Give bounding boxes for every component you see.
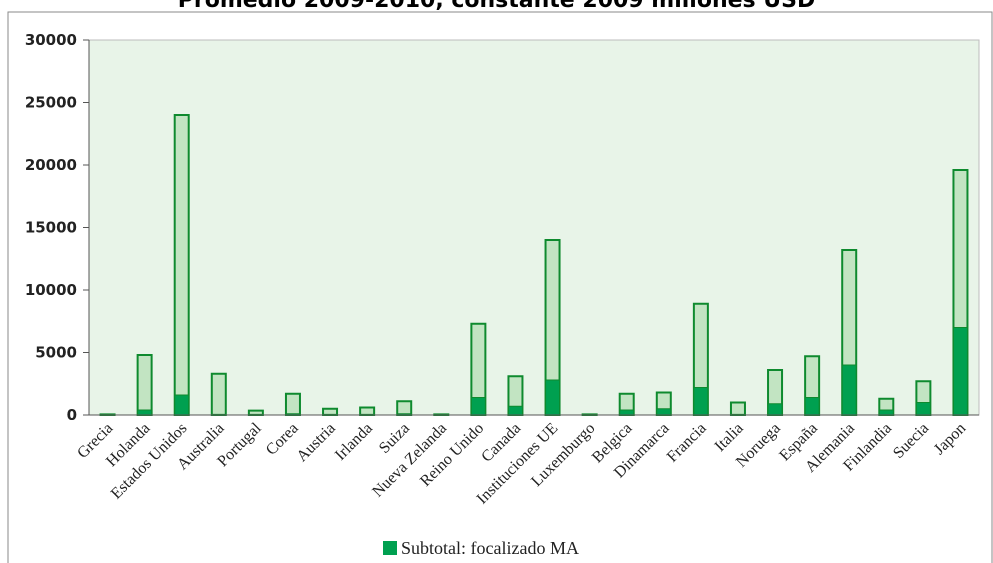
plot-area (88, 39, 980, 416)
bar-total (136, 354, 153, 416)
bar-subtotal (915, 402, 931, 416)
bar-subtotal (952, 327, 968, 416)
y-tick-label: 25000 (25, 94, 77, 112)
bar-subtotal (174, 394, 190, 416)
bar-subtotal (545, 379, 561, 416)
bar-total (173, 114, 190, 416)
y-tick-label: 20000 (25, 156, 77, 174)
bar-subtotal (656, 408, 672, 416)
bar-total (396, 400, 413, 416)
bar-subtotal (804, 397, 820, 416)
bar-subtotal (619, 409, 635, 416)
bar-subtotal (767, 403, 783, 416)
bar-total (284, 392, 301, 416)
bar-subtotal (507, 405, 523, 416)
y-tick-label: 0 (67, 406, 77, 424)
bar-total (729, 401, 746, 416)
bar-total (210, 372, 227, 416)
bar-subtotal (878, 409, 894, 416)
legend-swatch (383, 541, 397, 555)
y-axis: 0 5000 10000 15000 20000 25000 30000 (25, 31, 90, 424)
bar-subtotal (470, 397, 486, 416)
legend-label: Subtotal: focalizado MA (401, 538, 579, 558)
x-tick-label: Austria (294, 420, 339, 465)
y-tick-label: 30000 (25, 31, 77, 49)
x-tick-label: Suecia (890, 420, 932, 462)
x-tick-label: Francia (664, 420, 710, 466)
y-tick-label: 10000 (25, 281, 77, 299)
y-tick-label: 15000 (25, 219, 77, 237)
legend: Subtotal: focalizado MA (383, 538, 579, 558)
chart-title: Promedio 2009-2010, constante 2009 millo… (177, 0, 816, 13)
bar-subtotal (693, 387, 709, 416)
x-tick-label: Irlanda (332, 420, 376, 464)
chart-outer-border (7, 11, 993, 563)
x-tick-label: Japon (931, 420, 969, 458)
bar-subtotal (841, 364, 857, 416)
bar-subtotal (137, 409, 153, 416)
y-tick-label: 5000 (35, 344, 77, 362)
